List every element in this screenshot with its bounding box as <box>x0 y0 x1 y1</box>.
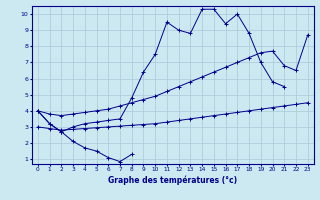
X-axis label: Graphe des températures (°c): Graphe des températures (°c) <box>108 175 237 185</box>
